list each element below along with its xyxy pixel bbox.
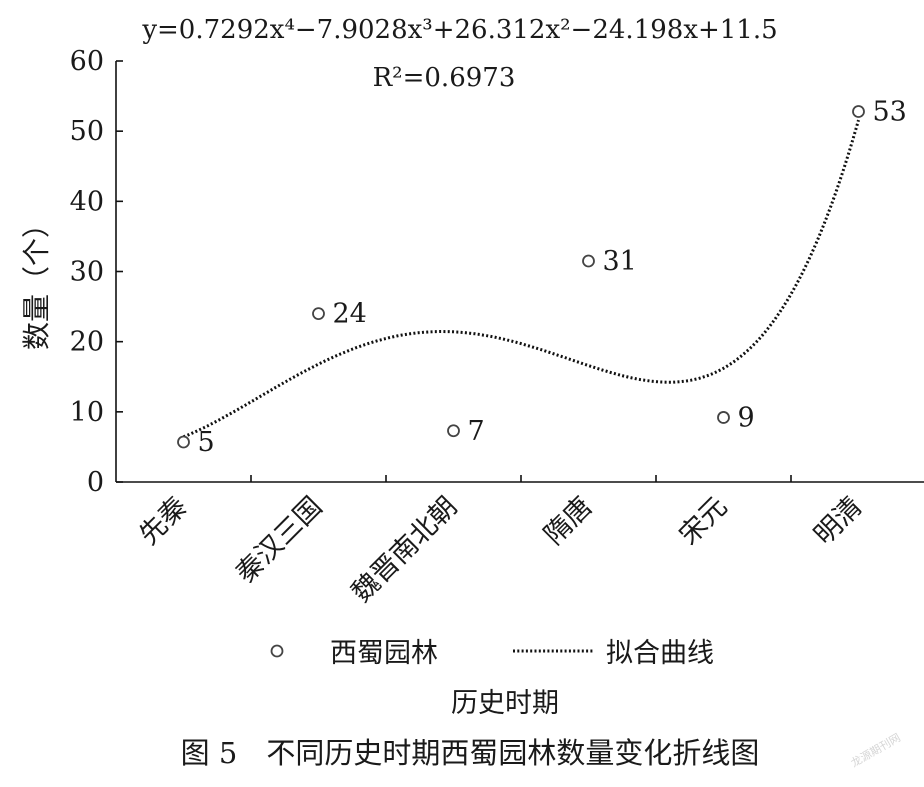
y-tick-label: 40 [70, 186, 104, 217]
y-tick-label: 10 [70, 397, 104, 428]
x-axis-title: 历史时期 [451, 688, 559, 719]
legend-marker-circle [270, 644, 284, 658]
y-tick-label: 30 [70, 257, 104, 288]
x-tick-label: 秦汉三国 [230, 491, 328, 589]
fit-curve [182, 119, 860, 439]
data-point-5 [177, 435, 190, 449]
y-tick-label: 0 [87, 467, 104, 498]
data-label-31: 31 [603, 246, 637, 277]
x-tick-label: 宋元 [673, 491, 733, 551]
data-point-31 [582, 254, 595, 268]
legend-label-fit: 拟合曲线 [606, 638, 714, 669]
data-point-24 [312, 307, 325, 321]
legend-label-series: 西蜀园林 [330, 638, 438, 669]
x-tick-label: 隋唐 [538, 491, 598, 551]
legend: 西蜀园林 拟合曲线 [270, 638, 714, 669]
data-points-layer: 5 24 7 31 9 53 [177, 97, 907, 458]
y-axis-title: 数量（个） [20, 210, 53, 350]
x-tick-label: 先秦 [133, 491, 193, 551]
data-point-7 [447, 424, 460, 438]
y-tick-label: 60 [70, 46, 104, 77]
x-axis: 先秦 秦汉三国 魏晋南北朝 隋唐 宋元 明清 [116, 475, 924, 608]
data-label-53: 53 [873, 97, 907, 128]
data-label-7: 7 [468, 416, 485, 447]
y-tick-label: 20 [70, 327, 104, 358]
y-axis: 0 10 20 30 40 50 60 [70, 46, 123, 498]
x-tick-label: 明清 [808, 491, 868, 551]
data-point-9 [717, 411, 730, 424]
figure-caption: 图 5 不同历史时期西蜀园林数量变化折线图 [181, 736, 760, 770]
data-label-24: 24 [333, 299, 367, 330]
x-tick-label: 魏晋南北朝 [346, 491, 463, 608]
fit-curve-layer [182, 119, 860, 439]
data-label-9: 9 [738, 402, 755, 433]
data-point-53 [852, 105, 865, 118]
r-squared: R²=0.6973 [373, 63, 516, 93]
y-tick-label: 50 [70, 116, 104, 147]
data-label-5: 5 [198, 427, 215, 458]
regression-equation: y=0.7292x⁴−7.9028x³+26.312x²−24.198x+11.… [141, 15, 777, 45]
